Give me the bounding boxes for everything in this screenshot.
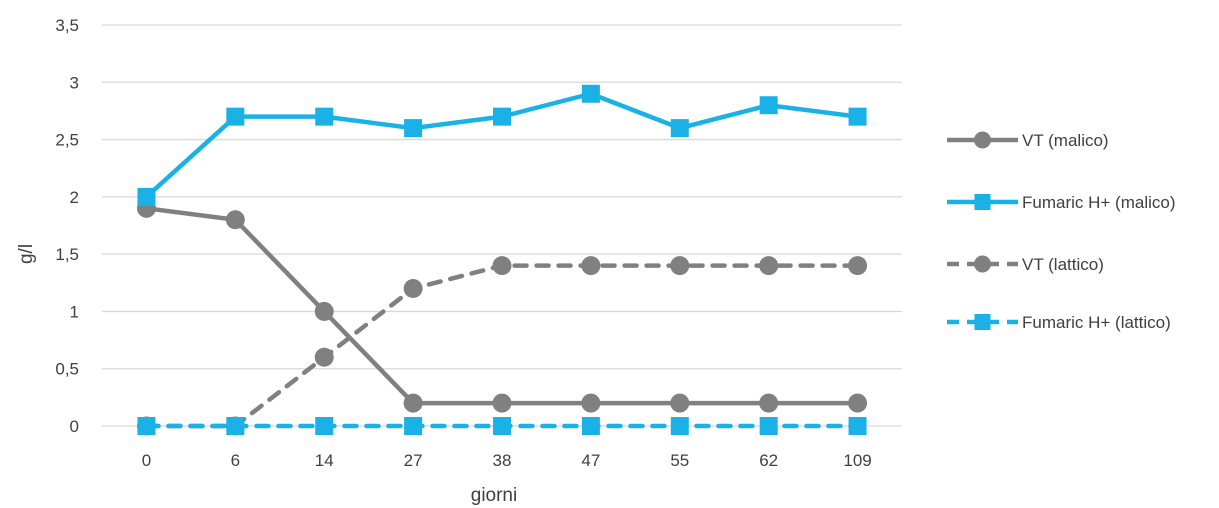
- data-point: [403, 393, 423, 413]
- x-tick-label: 27: [404, 451, 423, 470]
- data-point: [493, 417, 511, 435]
- y-axis-ticks: 0 0,5 1 1,5 2 2,5 3 3,5: [55, 16, 79, 436]
- y-tick-label: 0: [70, 417, 79, 436]
- data-point: [848, 393, 868, 413]
- data-point: [404, 119, 423, 138]
- data-point: [226, 107, 245, 126]
- data-point: [670, 417, 689, 435]
- series-group: [136, 84, 868, 436]
- legend-label: VT (malico): [1022, 131, 1109, 150]
- y-tick-label: 2: [70, 188, 79, 207]
- y-axis-title: g/l: [16, 244, 37, 264]
- data-point: [493, 107, 511, 126]
- data-point: [670, 119, 689, 138]
- data-point: [759, 393, 779, 413]
- y-tick-label: 3: [70, 73, 79, 92]
- y-tick-label: 3,5: [55, 16, 79, 35]
- series-0: [136, 198, 868, 413]
- x-tick-label: 6: [231, 451, 240, 470]
- data-point: [581, 393, 601, 413]
- data-point: [226, 417, 245, 435]
- data-point: [581, 417, 600, 435]
- x-tick-label: 0: [142, 451, 151, 470]
- data-point: [492, 393, 512, 413]
- data-point: [848, 107, 867, 126]
- legend-label: VT (lattico): [1022, 255, 1104, 274]
- data-point: [848, 417, 867, 435]
- gridlines: [102, 24, 902, 427]
- series-1: [137, 84, 867, 206]
- data-point: [581, 256, 601, 276]
- data-point: [403, 279, 423, 299]
- x-tick-label: 47: [581, 451, 600, 470]
- data-point: [315, 417, 334, 435]
- data-point: [848, 256, 868, 276]
- x-tick-label: 109: [843, 451, 871, 470]
- x-tick-label: 62: [759, 451, 778, 470]
- legend-label: Fumaric H+ (malico): [1022, 193, 1176, 212]
- data-point: [315, 107, 334, 126]
- data-point: [581, 84, 600, 103]
- x-tick-label: 38: [493, 451, 512, 470]
- x-tick-label: 14: [315, 451, 334, 470]
- y-tick-label: 0,5: [55, 360, 79, 379]
- data-point: [404, 417, 423, 435]
- legend-item: Fumaric H+ (malico): [947, 193, 1176, 212]
- x-tick-label: 55: [670, 451, 689, 470]
- y-tick-label: 2,5: [55, 131, 79, 150]
- legend-label: Fumaric H+ (lattico): [1022, 313, 1171, 332]
- legend-marker: [974, 255, 991, 273]
- data-point: [759, 96, 778, 115]
- series-3: [137, 417, 867, 435]
- legend-item: VT (lattico): [947, 255, 1104, 274]
- data-point: [670, 393, 690, 413]
- legend: VT (malico) Fumaric H+ (malico) VT (lattic…: [947, 131, 1176, 332]
- legend-item: VT (malico): [947, 131, 1109, 150]
- legend-item: Fumaric H+ (lattico): [947, 313, 1171, 332]
- legend-marker: [974, 314, 991, 330]
- legend-marker: [974, 131, 991, 149]
- series-line: [144, 206, 860, 406]
- y-tick-label: 1,5: [55, 245, 79, 264]
- data-point: [759, 256, 779, 276]
- data-point: [137, 417, 156, 435]
- data-point: [314, 301, 334, 321]
- data-point: [492, 256, 512, 276]
- x-axis-title: giorni: [471, 485, 517, 506]
- x-axis-ticks: 0 6 14 27 38 47 55 62 109: [142, 451, 872, 470]
- data-point: [314, 347, 334, 367]
- legend-marker: [974, 194, 991, 210]
- data-point: [137, 187, 156, 206]
- y-tick-label: 1: [70, 302, 79, 321]
- data-point: [670, 256, 690, 276]
- data-point: [225, 210, 245, 230]
- data-point: [759, 417, 778, 435]
